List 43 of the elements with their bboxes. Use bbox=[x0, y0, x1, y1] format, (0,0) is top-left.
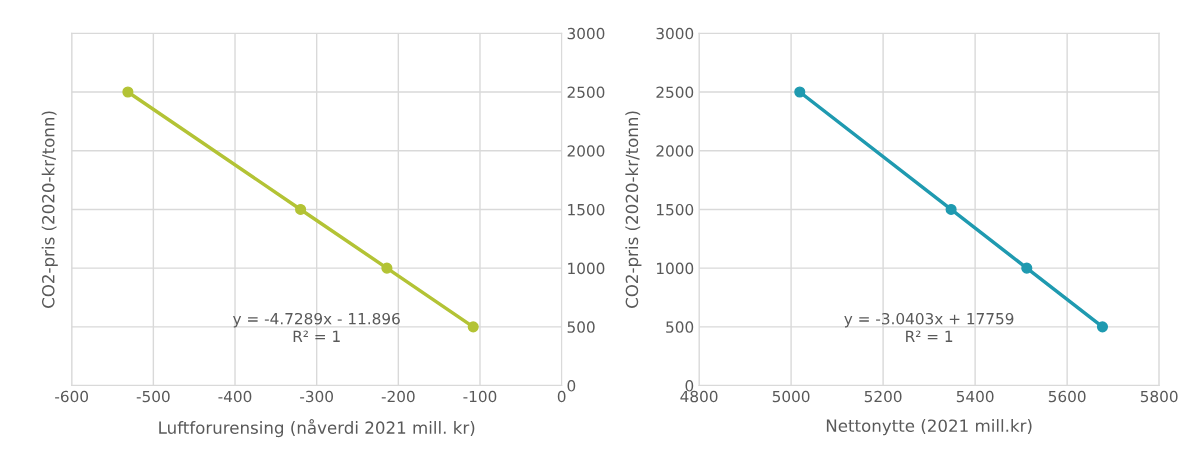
x-axis-title: Luftforurensing (nåverdi 2021 mill. kr) bbox=[159, 419, 475, 438]
point bbox=[794, 86, 806, 98]
y-tick-label: 2500 bbox=[567, 86, 605, 99]
point bbox=[945, 203, 957, 215]
y-tick-label: 3000 bbox=[567, 27, 605, 40]
y-tick-label: 3000 bbox=[656, 27, 694, 40]
y-tick-label: 1500 bbox=[657, 203, 694, 216]
x-tick-label: 5400 bbox=[956, 390, 994, 403]
point bbox=[1096, 321, 1109, 333]
x-tick-label: 5800 bbox=[1140, 390, 1178, 403]
y-tick-label: 2000 bbox=[656, 145, 694, 157]
y-tick-label: 500 bbox=[666, 321, 694, 333]
annotation: y = -4.7289x - 11.896 bbox=[233, 312, 400, 328]
point bbox=[295, 203, 307, 215]
y-tick-label: 0 bbox=[685, 380, 694, 392]
y-tick-label: 1000 bbox=[657, 262, 694, 275]
x-tick-label: 5200 bbox=[864, 390, 902, 403]
point bbox=[1021, 262, 1033, 274]
x-tick-label: -500 bbox=[136, 390, 170, 403]
y-tick-label: 500 bbox=[567, 321, 595, 333]
x-tick-label: 5600 bbox=[1048, 390, 1086, 403]
annotation: R² = 1 bbox=[293, 330, 340, 342]
x-tick-label: 4800 bbox=[680, 390, 718, 403]
point bbox=[122, 86, 134, 98]
y-axis-title: CO2-pris (2020-kr/tonn) bbox=[625, 111, 642, 308]
x-tick-label: -100 bbox=[463, 390, 497, 403]
y-tick-label: 2000 bbox=[567, 145, 605, 157]
x-tick-label: 5000 bbox=[772, 390, 810, 403]
y-tick-label: 1000 bbox=[568, 262, 605, 275]
x-tick-label: -400 bbox=[218, 390, 252, 403]
x-axis-title: Nettonytte (2021 mill.kr) bbox=[826, 419, 1032, 436]
annotation: y = -3.0403x + 17759 bbox=[844, 312, 1014, 328]
x-tick-label: -200 bbox=[381, 390, 415, 403]
x-tick-label: -600 bbox=[55, 390, 89, 403]
annotation: R² = 1 bbox=[906, 330, 953, 342]
point bbox=[381, 262, 393, 274]
y-tick-label: 0 bbox=[567, 380, 576, 392]
y-tick-label: 1500 bbox=[568, 203, 605, 216]
y-axis-title: CO2-pris (2020-kr/tonn) bbox=[41, 111, 58, 308]
x-tick-label: -300 bbox=[300, 390, 333, 403]
x-tick-label: 0 bbox=[557, 390, 566, 403]
point bbox=[467, 321, 479, 333]
y-tick-label: 2500 bbox=[656, 86, 694, 99]
